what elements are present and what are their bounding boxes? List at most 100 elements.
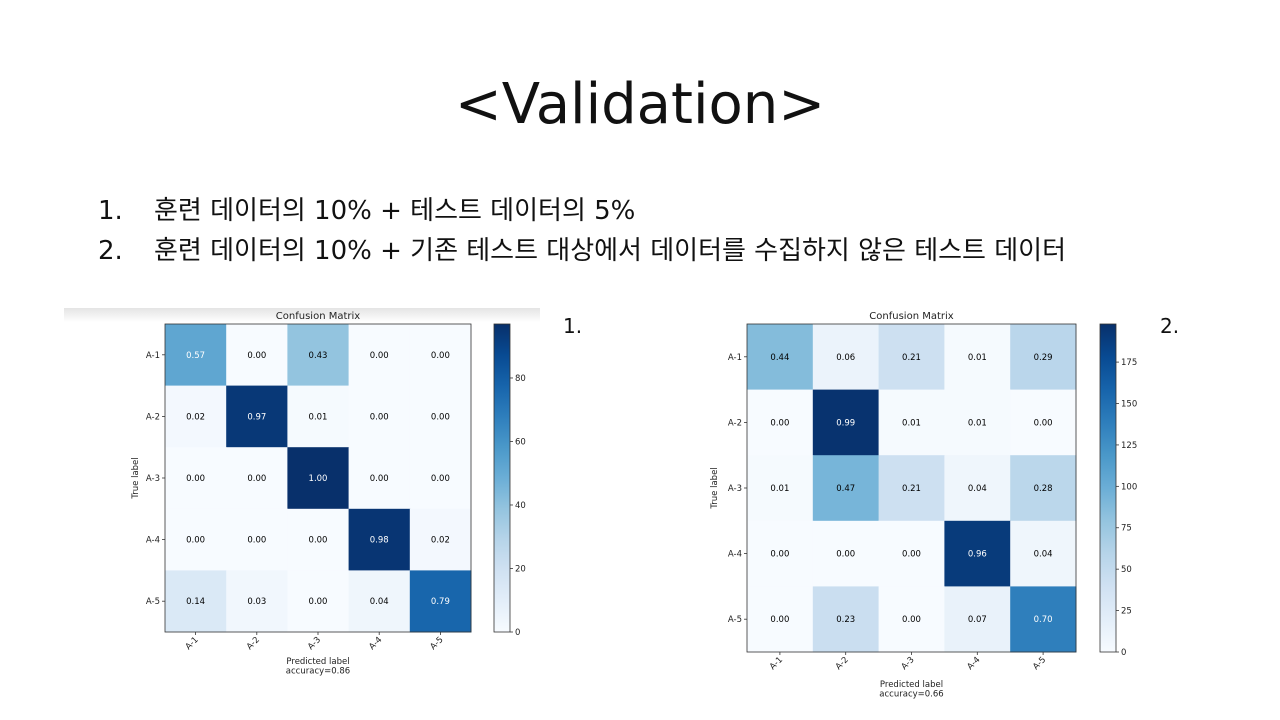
heatmap-cell <box>348 508 411 571</box>
cell-value-label: 0.04 <box>968 484 987 494</box>
heatmap-cell <box>812 324 880 391</box>
y-tick-label: A-5 <box>146 597 160 607</box>
heatmap-cell <box>747 324 814 391</box>
heatmap-cell <box>226 570 288 633</box>
heatmap-cell <box>944 455 1011 522</box>
heatmap-cell <box>409 385 472 448</box>
heatmap-cell <box>1010 455 1077 522</box>
colorbar-tick-label: 60 <box>515 437 526 447</box>
heatmap-cell <box>226 447 288 510</box>
cell-value-label: 0.03 <box>247 597 266 607</box>
confusion-matrix-chart-1: Confusion Matrix 0.57 0.00 0.43 0.00 0.00 0.02… <box>131 311 526 677</box>
heatmap-cell <box>878 520 945 587</box>
heatmap-cell <box>1010 520 1077 587</box>
heatmap-cell <box>747 586 814 653</box>
confusion-matrix-figure-1: Confusion Matrix 0.57 0.00 0.43 0.00 0.00 0.02… <box>64 308 540 680</box>
cell-value-label: 0.21 <box>902 353 921 363</box>
bullet-list: 1. 훈련 데이터의 10% + 테스트 데이터의 5% 2. 훈련 데이터의 … <box>98 191 1066 271</box>
heatmap-cell <box>226 385 288 448</box>
heatmap-cell <box>409 324 472 387</box>
confusion-matrix-figure-2: Confusion Matrix 0.44 0.06 0.21 0.01 0.29 0.00… <box>705 305 1160 703</box>
y-tick-label: A-4 <box>146 536 160 546</box>
heatmap-cell <box>878 324 945 391</box>
cell-value-label: 0.00 <box>902 550 921 560</box>
cell-value-label: 0.01 <box>309 412 328 422</box>
cell-value-label: 0.00 <box>1034 418 1053 428</box>
cell-value-label: 0.57 <box>186 351 205 361</box>
heatmap-cell <box>165 508 227 571</box>
heatmap-cell <box>287 508 350 571</box>
heatmap-cell <box>165 324 227 387</box>
y-tick-label: A-3 <box>146 474 160 484</box>
cell-value-label: 0.70 <box>1034 615 1053 625</box>
colorbar-tick-label: 100 <box>1121 482 1137 492</box>
y-axis-label: True label <box>710 467 720 509</box>
heatmap-cell <box>878 389 945 456</box>
y-tick-label: A-1 <box>146 351 160 361</box>
bullet-number: 2. <box>98 236 123 266</box>
cell-value-label: 0.00 <box>370 351 389 361</box>
cell-value-label: 0.07 <box>968 615 987 625</box>
heatmap-cell <box>165 385 227 448</box>
x-tick-label: A-1 <box>184 635 201 652</box>
cell-value-label: 0.00 <box>770 418 789 428</box>
cell-value-label: 0.44 <box>770 353 789 363</box>
cell-value-label: 0.04 <box>370 597 389 607</box>
cell-value-label: 0.00 <box>770 615 789 625</box>
heatmap-cell <box>1010 389 1077 456</box>
heatmap-cell <box>165 447 227 510</box>
heatmap-cell <box>812 520 880 587</box>
cell-value-label: 0.00 <box>247 474 266 484</box>
heatmap-cell <box>287 570 350 633</box>
cell-value-label: 0.97 <box>247 412 266 422</box>
colorbar-tick-label: 50 <box>1121 565 1132 575</box>
cell-value-label: 0.29 <box>1034 353 1053 363</box>
cell-value-label: 0.00 <box>247 536 266 546</box>
heatmap-cell <box>348 570 411 633</box>
x-tick-label: A-3 <box>900 655 917 672</box>
heatmap-cell <box>226 324 288 387</box>
cell-value-label: 0.99 <box>836 418 855 428</box>
heatmap-cell <box>1010 586 1077 653</box>
cell-value-label: 0.06 <box>836 353 855 363</box>
confusion-matrix-chart-2: Confusion Matrix 0.44 0.06 0.21 0.01 0.29 0.00… <box>710 311 1137 700</box>
accuracy-footer: accuracy=0.66 <box>879 690 943 700</box>
cell-value-label: 0.04 <box>1034 550 1053 560</box>
x-tick-label: A-2 <box>834 655 851 672</box>
colorbar-tick-label: 0 <box>515 628 520 638</box>
heatmap-cell <box>409 570 472 633</box>
cell-value-label: 0.21 <box>902 484 921 494</box>
cell-value-label: 0.00 <box>770 550 789 560</box>
x-axis-label: Predicted label <box>286 657 349 667</box>
cell-value-label: 0.96 <box>968 550 987 560</box>
slide-title: <Validation> <box>454 72 826 137</box>
y-tick-label: A-2 <box>728 418 742 428</box>
x-tick-label: A-4 <box>965 655 982 672</box>
colorbar-tick-label: 175 <box>1121 358 1137 368</box>
cell-value-label: 0.00 <box>186 536 205 546</box>
heatmap-cell <box>409 447 472 510</box>
heatmap-cell <box>944 586 1011 653</box>
bullet-item: 2. 훈련 데이터의 10% + 기존 테스트 대상에서 데이터를 수집하지 않… <box>98 231 1066 271</box>
y-tick-label: A-4 <box>728 550 742 560</box>
heatmap-cell <box>165 570 227 633</box>
heatmap-cell <box>944 389 1011 456</box>
x-tick-label: A-5 <box>428 635 445 652</box>
heatmap-cell <box>287 385 350 448</box>
colorbar-tick-label: 0 <box>1121 648 1126 658</box>
cell-value-label: 0.01 <box>968 418 987 428</box>
cell-value-label: 0.00 <box>370 474 389 484</box>
heatmap-cell <box>409 508 472 571</box>
cell-value-label: 0.14 <box>186 597 205 607</box>
x-tick-label: A-5 <box>1031 655 1048 672</box>
colorbar-tick-label: 20 <box>515 564 526 574</box>
cell-value-label: 0.00 <box>836 550 855 560</box>
bullet-number: 1. <box>98 196 123 226</box>
accuracy-footer: accuracy=0.86 <box>286 667 350 677</box>
heatmap-cell <box>348 324 411 387</box>
heatmap-cell <box>747 520 814 587</box>
cell-value-label: 0.00 <box>431 474 450 484</box>
heatmap-cell <box>287 447 350 510</box>
cell-value-label: 0.00 <box>186 474 205 484</box>
cell-value-label: 0.01 <box>968 353 987 363</box>
